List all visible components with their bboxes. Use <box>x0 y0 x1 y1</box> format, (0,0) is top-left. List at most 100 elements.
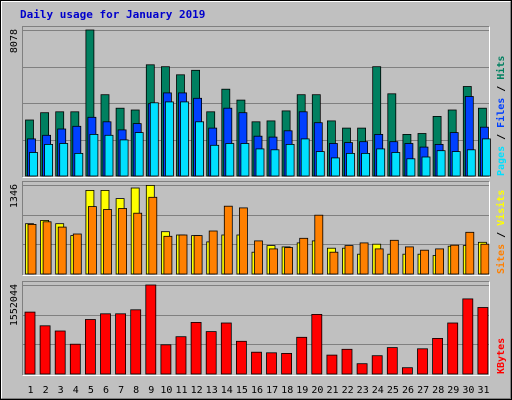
bar-kbytes-4 <box>69 343 81 375</box>
panel-bevel-light <box>22 281 490 376</box>
bar-sites-2 <box>42 221 52 275</box>
bar-pages-16 <box>255 148 265 177</box>
x-tick-label: 21 <box>326 385 338 396</box>
bar-kbytes-25 <box>386 347 398 375</box>
x-tick-label: 14 <box>221 385 233 396</box>
bar-kbytes-15 <box>235 340 247 375</box>
x-tick-label: 6 <box>103 385 109 396</box>
bar-pages-30 <box>466 149 476 177</box>
x-tick-label: 11 <box>175 385 187 396</box>
bar-kbytes-10 <box>160 344 172 375</box>
max-value-label: 1552044 <box>9 284 20 326</box>
bar-sites-29 <box>450 244 460 275</box>
x-tick-label: 26 <box>402 385 414 396</box>
bar-sites-14 <box>223 205 233 275</box>
bar-pages-13 <box>210 144 220 177</box>
bar-kbytes-29 <box>447 322 459 375</box>
bar-sites-28 <box>435 248 445 275</box>
bar-sites-3 <box>57 226 67 275</box>
x-tick-label: 23 <box>357 385 369 396</box>
bar-kbytes-17 <box>266 352 277 375</box>
bar-kbytes-2 <box>39 325 51 375</box>
bar-pages-20 <box>315 151 325 177</box>
bar-kbytes-21 <box>326 354 338 375</box>
bar-sites-22 <box>344 245 354 275</box>
x-tick-label: 25 <box>387 385 399 396</box>
legend-part: Hits <box>495 56 507 80</box>
x-tick-label: 28 <box>432 385 444 396</box>
x-tick-label: 13 <box>206 385 218 396</box>
x-tick-label: 4 <box>73 385 79 396</box>
bar-kbytes-16 <box>251 351 262 375</box>
bar-pages-24 <box>376 148 386 177</box>
bar-kbytes-5 <box>85 319 96 375</box>
bar-kbytes-3 <box>54 330 66 375</box>
bar-kbytes-13 <box>205 331 217 375</box>
bar-sites-18 <box>284 247 294 275</box>
x-tick-label: 30 <box>462 385 474 396</box>
x-tick-label: 12 <box>191 385 203 396</box>
bar-pages-29 <box>451 151 461 177</box>
bar-sites-13 <box>208 230 218 275</box>
panel-bottom: 1552044 KBytes <box>9 281 507 376</box>
bar-pages-5 <box>89 133 99 177</box>
bar-kbytes-30 <box>462 298 474 375</box>
bar-sites-11 <box>178 234 188 275</box>
bar-pages-12 <box>195 121 205 177</box>
bar-kbytes-12 <box>190 321 202 375</box>
x-tick-label: 27 <box>417 385 429 396</box>
bar-sites-30 <box>465 231 475 275</box>
bar-pages-22 <box>346 152 355 177</box>
chart-title: Daily usage for January 2019 <box>20 8 205 21</box>
bar-sites-8 <box>133 212 143 275</box>
x-tick-label: 15 <box>236 385 248 396</box>
bar-kbytes-28 <box>432 337 444 375</box>
bar-pages-10 <box>164 101 174 177</box>
series-sites <box>27 196 490 275</box>
bar-kbytes-1 <box>24 311 36 375</box>
x-tick-label: 16 <box>251 385 263 396</box>
bar-pages-8 <box>134 132 144 177</box>
bar-pages-1 <box>29 152 38 177</box>
panel-middle: 1346 Sites / Visits <box>9 181 507 276</box>
x-tick-label: 2 <box>43 385 49 396</box>
x-axis-labels: 1 2 3 4 5 6 7 8 9 10 11 12 13 14 15 16 17 18 19 20 21 22 23 24 2… <box>27 385 489 396</box>
legend-part: / <box>496 80 507 98</box>
legend-part: Files <box>495 98 507 128</box>
series-pages <box>29 101 491 177</box>
panel-bevel-dark <box>22 26 490 178</box>
x-tick-label: 31 <box>477 385 489 396</box>
bar-sites-24 <box>374 248 384 275</box>
bar-sites-16 <box>254 240 263 275</box>
x-tick-label: 17 <box>266 385 278 396</box>
bar-pages-15 <box>240 143 250 177</box>
legend-part: / <box>496 128 507 146</box>
bar-kbytes-31 <box>477 307 489 375</box>
x-tick-label: 22 <box>342 385 354 396</box>
bar-kbytes-6 <box>100 313 111 375</box>
bar-sites-20 <box>314 214 324 275</box>
panel-bevel-dark <box>22 181 490 276</box>
x-tick-label: 5 <box>88 385 94 396</box>
bar-sites-15 <box>238 207 248 275</box>
bar-kbytes-20 <box>311 313 323 375</box>
bar-pages-2 <box>44 143 53 177</box>
bar-pages-14 <box>225 143 235 177</box>
bar-sites-7 <box>118 208 127 275</box>
x-tick-label: 10 <box>160 385 172 396</box>
legend-part: Pages <box>496 146 507 176</box>
x-tick-label: 18 <box>281 385 293 396</box>
bar-sites-26 <box>404 246 414 275</box>
legend-part: KBytes <box>496 338 507 374</box>
bar-sites-4 <box>72 233 82 275</box>
bar-pages-9 <box>149 102 159 177</box>
bar-pages-31 <box>481 138 491 177</box>
x-tick-label: 29 <box>447 385 459 396</box>
bar-sites-6 <box>103 209 112 275</box>
max-value-label: 1346 <box>9 184 20 208</box>
bar-kbytes-18 <box>281 352 293 375</box>
panel-top: 8078 Pages / Files / Hits <box>9 26 507 178</box>
x-tick-label: 19 <box>296 385 308 396</box>
